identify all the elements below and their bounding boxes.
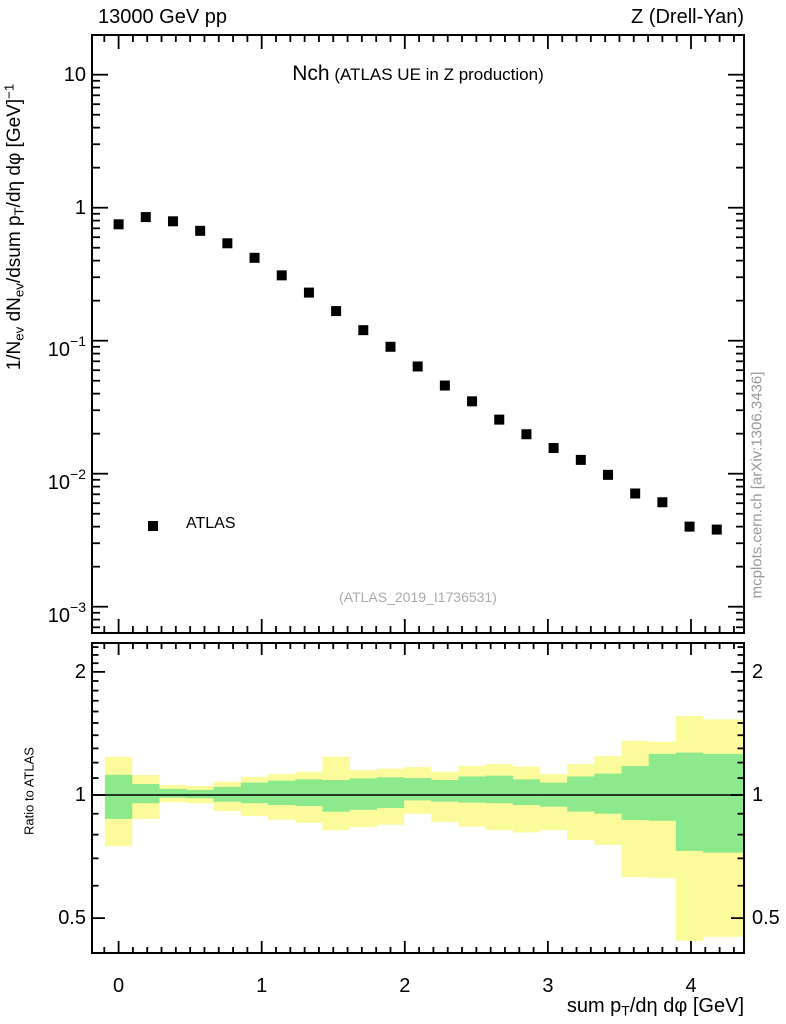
data-point (113, 219, 124, 230)
data-point (684, 521, 695, 532)
ratio-band-inner (621, 766, 649, 820)
x-tick-label: 3 (542, 975, 554, 997)
y-axis-label: 1/Nev dNev/dsum pT/dη dφ [GeV]−1 (1, 83, 27, 371)
legend-label: ATLAS (186, 515, 236, 532)
data-point (140, 212, 151, 223)
data-point (630, 488, 641, 499)
header-beam-energy: 13000 GeV pp (98, 6, 227, 28)
plot-title-observable: Nch (292, 62, 330, 85)
ratio-band-inner (322, 780, 350, 812)
ratio-band-inner (376, 777, 405, 809)
watermark: (ATLAS_2019_I1736531) (339, 589, 497, 605)
x-tick-label: 0 (113, 975, 125, 997)
legend-marker-square (148, 521, 158, 531)
plot-title-analysis: (ATLAS UE in Z production) (329, 65, 544, 84)
x-tick-label: 1 (256, 975, 268, 997)
ratio-band-inner (594, 773, 622, 814)
ratio-tick-label-right: 2 (752, 660, 764, 683)
side-note: mcplots.cern.ch [arXiv:1306.3436] (748, 371, 766, 599)
header-process: Z (Drell-Yan) (631, 6, 744, 28)
plot-title: Nch (ATLAS UE in Z production) (92, 62, 744, 86)
ratio-band-inner (485, 775, 513, 804)
ratio-tick-label-right: 0.5 (752, 907, 780, 930)
data-point (521, 429, 532, 440)
data-point (222, 238, 233, 249)
data-point (657, 497, 668, 508)
data-point (494, 414, 505, 425)
ratio-tick-label-right: 1 (752, 784, 764, 806)
data-point (303, 287, 314, 298)
data-point (467, 396, 478, 407)
data-point (439, 380, 450, 391)
ratio-band-inner (567, 776, 595, 812)
data-point (575, 454, 586, 465)
ratio-band-inner (159, 788, 187, 798)
y-main-tick-label: 10−3 (47, 598, 86, 627)
data-point (412, 361, 423, 372)
ratio-band-inner (703, 753, 744, 853)
ratio-band-inner (458, 776, 486, 803)
data-point (711, 524, 722, 535)
data-point (195, 225, 206, 236)
ratio-band-inner (404, 778, 432, 801)
data-point (603, 469, 614, 480)
data-point (249, 252, 260, 263)
x-tick-label: 4 (685, 975, 697, 997)
data-point (331, 306, 342, 317)
data-point (358, 325, 369, 336)
data-point (276, 270, 287, 281)
ratio-tick-label-left: 2 (74, 660, 86, 683)
ratio-tick-label-left: 0.5 (58, 907, 86, 930)
ratio-band-inner (675, 752, 704, 851)
ratio-band-inner (268, 780, 296, 806)
x-tick-label: 2 (399, 975, 411, 997)
data-point (548, 443, 559, 454)
ratio-band-inner (512, 779, 541, 806)
ratio-band-inner (431, 780, 459, 802)
ratio-band-inner (104, 774, 133, 819)
y-main-tick-label: 1 (74, 196, 86, 219)
data-point (385, 341, 396, 352)
ratio-band-inner (349, 778, 377, 810)
ratio-band-inner (186, 789, 214, 799)
data-point (167, 216, 178, 227)
ratio-band-inner (295, 779, 323, 806)
main-frame (91, 34, 745, 634)
y-main-tick-label: 10−2 (47, 465, 86, 494)
ratio-band-inner (240, 782, 269, 804)
x-axis-label: sum pT/dη dφ [GeV] (566, 995, 744, 1019)
y-main-tick-label: 10−1 (47, 332, 86, 361)
ratio-frame (91, 642, 745, 954)
ratio-band-inner (648, 753, 677, 821)
ratio-band-inner (132, 783, 160, 804)
y-main-tick-label: 10 (63, 63, 86, 86)
ratio-tick-label-left: 1 (74, 784, 86, 806)
